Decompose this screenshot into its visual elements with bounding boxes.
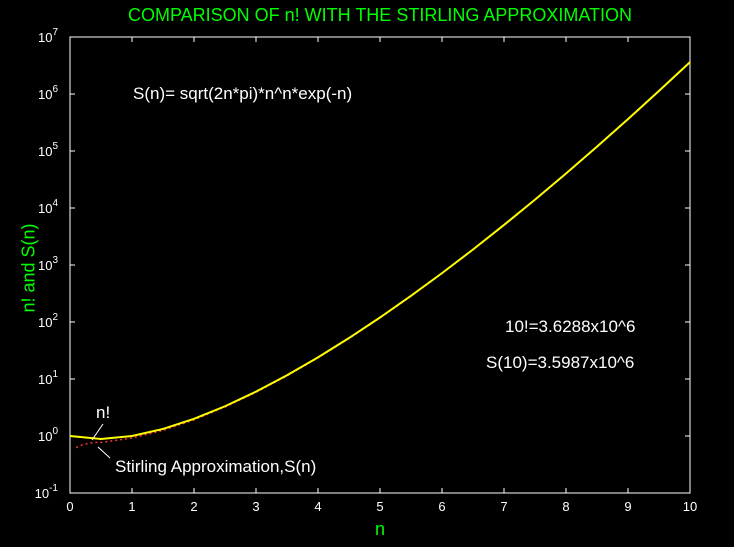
y-tick-label: 10-1: [35, 483, 59, 501]
x-axis-label: n: [374, 519, 385, 539]
x-tick-label: 5: [376, 499, 383, 514]
stirling-pointer-line: [97, 446, 111, 459]
stirling-10-annotation: S(10)=3.5987x10^6: [486, 353, 635, 372]
x-tick-label: 6: [438, 499, 445, 514]
y-tick-label: 102: [38, 312, 58, 330]
y-tick-base: 10: [35, 486, 49, 501]
x-tick-label: 7: [500, 499, 507, 514]
y-tick-base: 10: [38, 258, 52, 273]
y-tick-label: 103: [38, 255, 58, 273]
nfact-curve-label: n!: [96, 403, 111, 422]
y-tick-label: 105: [38, 141, 58, 159]
y-tick-base: 10: [38, 144, 52, 159]
factorial-10-annotation: 10!=3.6288x10^6: [505, 317, 636, 336]
y-tick-exponent: 2: [52, 312, 58, 323]
series-nfact-line: [69, 61, 691, 441]
x-tick-label: 9: [624, 499, 631, 514]
x-tick-label: 0: [66, 499, 73, 514]
x-axis-ticks: 0 1 2 3 4 5 6 7 8 9 10: [66, 37, 697, 514]
y-tick-base: 10: [38, 30, 52, 45]
y-tick-exponent: 5: [52, 141, 58, 152]
y-tick-base: 10: [38, 87, 52, 102]
plot-frame: [69, 36, 691, 494]
chart-title: COMPARISON OF n! WITH THE STIRLING APPRO…: [127, 5, 633, 25]
x-tick-label: 4: [314, 499, 321, 514]
y-tick-exponent: 4: [52, 198, 58, 209]
x-tick-label: 2: [190, 499, 197, 514]
y-tick-label: 100: [38, 426, 58, 444]
y-tick-exponent: -1: [49, 483, 58, 494]
y-tick-exponent: 3: [52, 255, 58, 266]
y-tick-exponent: 6: [52, 84, 58, 95]
x-tick-label: 8: [562, 499, 569, 514]
y-tick-exponent: 0: [52, 426, 58, 437]
x-tick-label: 10: [683, 499, 697, 514]
y-tick-base: 10: [38, 429, 52, 444]
y-tick-exponent: 1: [52, 369, 58, 380]
formula-annotation: S(n)= sqrt(2n*pi)*n^n*exp(-n): [133, 84, 353, 103]
series-stirling-line: [75, 61, 691, 449]
y-tick-label: 106: [38, 84, 58, 102]
x-tick-label: 3: [252, 499, 259, 514]
y-axis-label: n! and S(n): [18, 223, 39, 313]
y-tick-label: 107: [38, 27, 58, 45]
y-tick-base: 10: [38, 315, 52, 330]
y-tick-base: 10: [38, 201, 52, 216]
y-tick-exponent: 7: [52, 27, 58, 38]
nfact-pointer-line: [91, 423, 104, 441]
x-tick-label: 1: [128, 499, 135, 514]
y-tick-label: 101: [38, 369, 58, 387]
y-tick-label: 104: [38, 198, 58, 216]
y-tick-base: 10: [38, 372, 52, 387]
series-layer: [69, 61, 691, 449]
stirling-curve-label: Stirling Approximation,S(n): [115, 457, 317, 476]
